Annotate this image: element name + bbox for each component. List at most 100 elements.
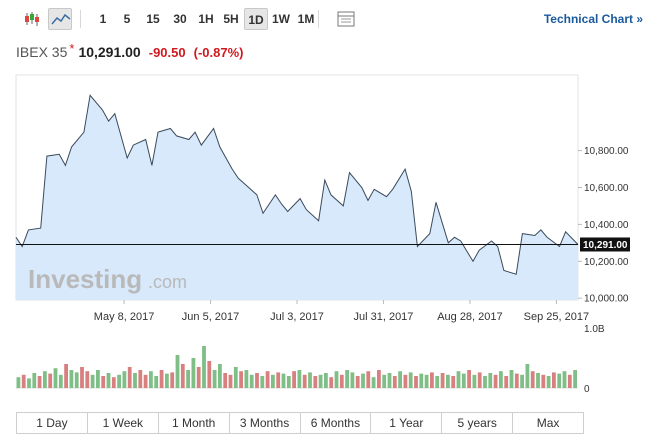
volume-bar	[366, 371, 371, 388]
volume-bar	[170, 372, 175, 388]
indicators-icon	[337, 11, 355, 27]
price-area	[16, 95, 578, 300]
interval-button-1[interactable]: 1	[99, 12, 107, 26]
volume-bar	[207, 361, 212, 388]
volume-bar	[196, 367, 201, 388]
volume-bar	[276, 372, 281, 388]
price-change: -90.50	[148, 45, 186, 60]
volume-bar	[16, 377, 21, 388]
interval-button-1d[interactable]: 1D	[244, 8, 268, 30]
volume-bar	[424, 374, 429, 388]
volume-bar	[440, 373, 445, 388]
volume-bar	[138, 370, 143, 388]
volume-bar	[281, 373, 286, 388]
volume-bar	[286, 376, 291, 388]
range-button-1-month[interactable]: 1 Month	[157, 413, 229, 433]
toolbar-separator	[80, 10, 81, 28]
range-button-1-week[interactable]: 1 Week	[86, 413, 158, 433]
volume-bar	[377, 370, 381, 388]
range-selector: 1 Day 1 Week 1 Month 3 Months 6 Months 1 Year…	[16, 412, 584, 434]
range-button-6-months[interactable]: 6 Months	[299, 413, 371, 433]
volume-bar	[58, 374, 63, 388]
volume-bar	[324, 373, 328, 388]
interval-button-1m[interactable]: 1M	[297, 12, 315, 26]
interval-button-5[interactable]: 5	[123, 12, 131, 26]
interval-button-1h[interactable]: 1H	[198, 12, 214, 26]
volume-bar	[64, 364, 68, 388]
volume-bar	[101, 376, 106, 388]
volume-bar	[53, 368, 58, 388]
technical-chart-link[interactable]: Technical Chart »	[543, 12, 643, 26]
volume-bar	[562, 371, 567, 388]
volume-bar	[149, 371, 153, 388]
volume-bar	[403, 374, 408, 388]
volume-bar	[557, 373, 562, 388]
y-tick-label: 10,000.00	[584, 294, 629, 305]
volume-bar	[292, 371, 296, 388]
price-chart[interactable]: Investing .com 10,291.00 10,000.00 10,200…	[0, 70, 651, 410]
volume-bar	[329, 377, 334, 388]
volume-bar	[509, 370, 514, 388]
volume-bar	[371, 377, 376, 388]
last-price-marker-label: 10,291.00	[583, 240, 628, 251]
volume-bar	[202, 346, 206, 388]
volume-bar	[127, 367, 132, 388]
x-tick-label: Aug 28, 2017	[437, 311, 502, 323]
range-button-3-months[interactable]: 3 Months	[228, 413, 300, 433]
price-line	[15, 94, 579, 275]
watermark-brand: Investing	[28, 264, 142, 294]
range-button-1-day[interactable]: 1 Day	[36, 416, 68, 430]
volume-max-label: 1.0B	[584, 324, 605, 335]
volume-bar	[546, 376, 551, 388]
indicators-button[interactable]	[334, 8, 358, 30]
x-tick-label: Jun 5, 2017	[182, 311, 240, 323]
volume-bar	[297, 370, 302, 388]
volume-bar	[493, 374, 498, 388]
volume-bar	[530, 371, 535, 388]
range-button-1-year[interactable]: 1 Year	[370, 413, 441, 433]
volume-bar	[80, 367, 84, 388]
volume-bar	[355, 376, 360, 388]
range-button-5-years[interactable]: 5 years	[441, 413, 512, 433]
candlestick-chart-button[interactable]	[20, 8, 44, 30]
volume-bar	[186, 370, 190, 388]
volume-bar	[271, 374, 275, 388]
volume-bar	[117, 374, 121, 388]
y-tick-label: 10,800.00	[584, 146, 629, 157]
volume-bar	[159, 370, 164, 388]
volume-bar	[419, 373, 424, 388]
volume-bar	[398, 371, 402, 388]
volume-bar	[446, 374, 450, 388]
volume-bar	[461, 373, 466, 388]
volume-bar	[180, 364, 185, 388]
price-change-percent: (-0.87%)	[193, 45, 244, 60]
volume-bar	[106, 373, 111, 388]
volume-bar	[218, 364, 222, 388]
instrument-name: IBEX 35	[16, 44, 68, 60]
volume-bar	[313, 376, 318, 388]
delayed-star-icon: *	[69, 41, 75, 56]
area-chart-button[interactable]	[48, 8, 72, 30]
volume-bar	[212, 370, 217, 388]
interval-button-5h[interactable]: 5H	[223, 12, 239, 26]
last-price: 10,291.00	[78, 44, 141, 60]
volume-bar	[308, 372, 312, 388]
volume-bar	[154, 376, 159, 388]
interval-button-30[interactable]: 30	[173, 12, 187, 26]
range-button-max[interactable]: Max	[512, 413, 583, 433]
x-tick-label: Jul 31, 2017	[353, 311, 413, 323]
volume-bar	[233, 367, 238, 388]
volume-bar	[96, 370, 100, 388]
volume-bar	[133, 373, 137, 388]
interval-button-1w[interactable]: 1W	[272, 12, 290, 26]
volume-bar	[456, 371, 461, 388]
volume-bar	[514, 373, 519, 388]
area-chart-icon	[51, 13, 71, 25]
interval-button-15[interactable]: 15	[146, 12, 160, 26]
volume-bar	[499, 371, 503, 388]
volume-bar	[573, 370, 577, 388]
last-price-marker	[580, 237, 630, 252]
volume-bar	[451, 376, 456, 388]
volume-bar	[339, 374, 344, 388]
volume-bar	[143, 374, 148, 388]
